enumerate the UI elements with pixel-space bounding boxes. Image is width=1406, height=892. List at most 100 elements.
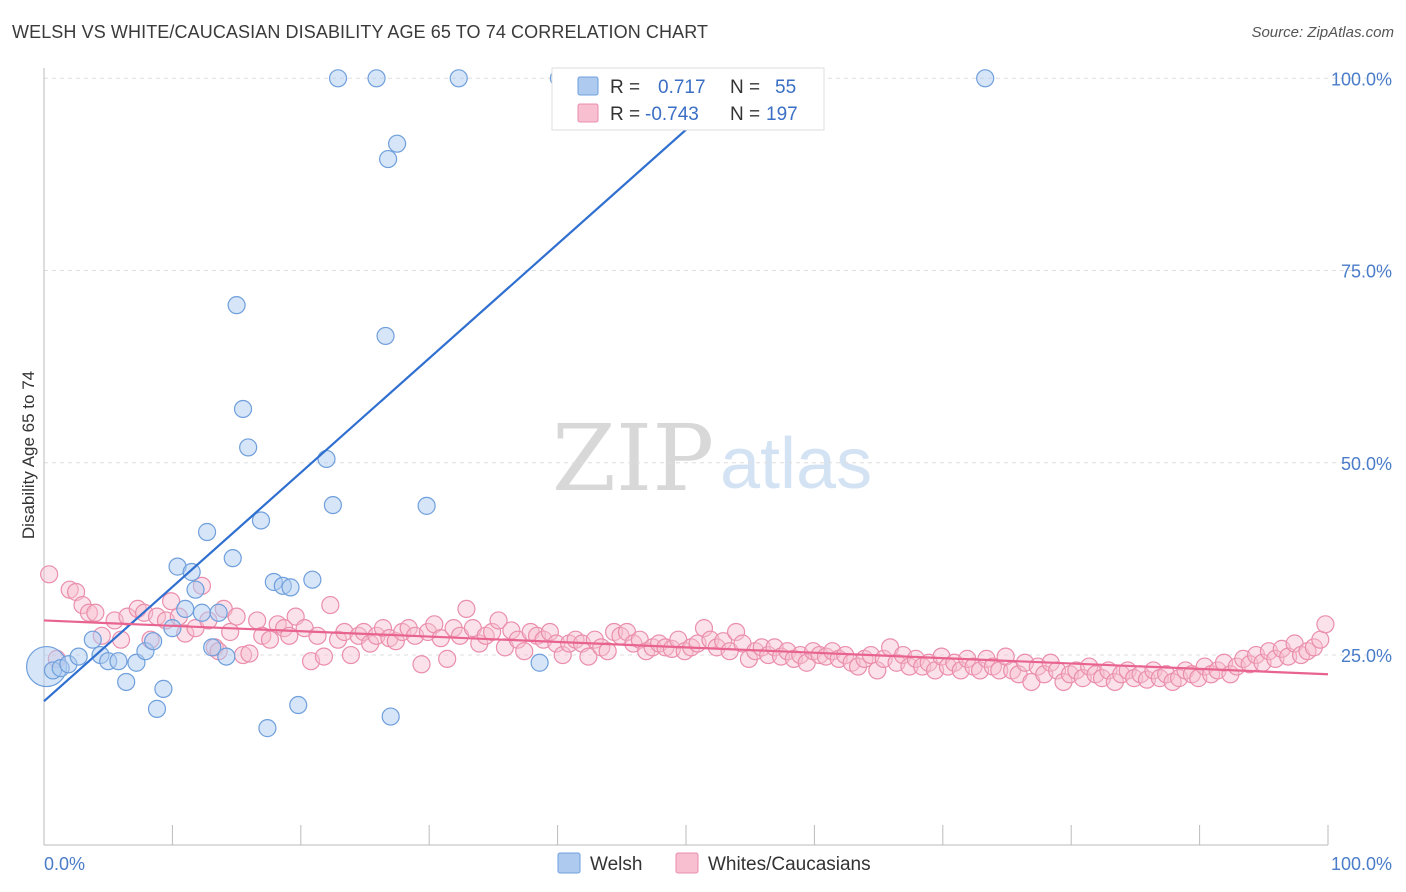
trend-line-whites	[43, 619, 1329, 676]
point-whites-38	[314, 647, 334, 666]
point-whites-60	[457, 599, 476, 619]
bottom-legend-swatch-welsh	[557, 852, 581, 874]
grid-lines	[44, 77, 1366, 656]
point-whites-73	[540, 622, 559, 642]
source-label: Source: ZipAtlas.com	[1251, 24, 1394, 41]
point-welsh-9	[117, 672, 136, 692]
point-welsh-28	[239, 438, 258, 457]
y-tick-label-0: 25.0%	[1341, 646, 1392, 666]
point-welsh-30	[258, 719, 277, 738]
point-welsh-5	[83, 630, 102, 649]
point-whites-194	[1316, 615, 1335, 634]
point-whites-102	[726, 622, 746, 642]
point-whites-37	[308, 626, 327, 645]
watermark-zip: ZIP	[552, 405, 714, 512]
point-welsh-14	[154, 679, 173, 698]
point-whites-47	[373, 619, 393, 638]
x-tick-label-1: 100.0%	[1331, 854, 1392, 874]
bottom-legend-label-whites: Whites/Caucasians	[708, 854, 871, 875]
point-whites-30	[260, 630, 280, 649]
point-welsh-25	[223, 549, 242, 568]
point-welsh-19	[186, 580, 205, 599]
legend-r-label-welsh: R =	[610, 77, 640, 98]
point-welsh-50	[976, 69, 995, 88]
y-axis-label: Disability Age 65 to 74	[19, 371, 38, 539]
x-tick-labels: 0.0% 100.0%	[44, 854, 1392, 874]
bottom-legend-swatch-whites	[675, 852, 699, 874]
point-welsh-29	[251, 511, 271, 530]
point-whites-25	[227, 607, 246, 626]
legend-n-value-whites: 197	[766, 104, 798, 125]
watermark-atlas: atlas	[720, 424, 872, 504]
point-welsh-4	[69, 647, 88, 666]
point-welsh-33	[281, 578, 300, 597]
point-whites-27	[240, 644, 259, 663]
point-welsh-43	[388, 134, 407, 153]
point-whites-49	[386, 632, 405, 651]
bottom-legend-label-welsh: Welsh	[590, 854, 642, 875]
point-welsh-45	[449, 69, 468, 88]
legend-n-value-welsh: 55	[775, 77, 796, 98]
point-welsh-18	[182, 562, 201, 582]
point-whites-0	[40, 565, 59, 584]
point-welsh-21	[197, 522, 217, 542]
point-whites-57	[438, 649, 457, 668]
legend-r-label-whites: R =	[610, 104, 640, 125]
point-welsh-12	[144, 632, 163, 651]
y-tick-label-2: 75.0%	[1341, 262, 1392, 282]
point-welsh-17	[176, 599, 195, 619]
point-welsh-38	[328, 69, 348, 88]
point-welsh-20	[192, 603, 212, 622]
point-whites-193	[1311, 630, 1330, 649]
chart-title: WELSH VS WHITE/CAUCASIAN DISABILITY AGE …	[12, 22, 709, 42]
y-tick-labels: 25.0% 50.0% 75.0% 100.0%	[1331, 69, 1392, 666]
point-welsh-36	[317, 449, 336, 469]
point-whites-15	[162, 592, 181, 611]
point-whites-24	[221, 622, 240, 642]
y-tick-label-1: 50.0%	[1341, 454, 1392, 474]
point-whites-79	[579, 647, 598, 666]
axes	[43, 68, 1329, 846]
point-whites-28	[248, 611, 267, 630]
legend-box: R = 0.717 N = 55 R = -0.743 N = 197	[551, 67, 825, 131]
y-tick-label-3: 100.0%	[1331, 69, 1392, 89]
point-welsh-34	[289, 695, 308, 715]
legend-swatch-whites	[577, 103, 599, 123]
point-welsh-24	[217, 647, 236, 666]
point-welsh-8	[109, 652, 128, 671]
point-whites-53	[412, 655, 431, 674]
legend-n-label-whites: N =	[730, 104, 760, 125]
point-whites-82	[598, 642, 617, 661]
point-welsh-46	[530, 653, 549, 672]
point-welsh-35	[303, 570, 322, 589]
point-welsh-23	[209, 603, 228, 622]
bottom-legend: Welsh Whites/Caucasians	[557, 852, 871, 875]
point-whites-64	[483, 622, 502, 642]
point-whites-5	[86, 603, 105, 622]
point-welsh-27	[233, 399, 253, 419]
point-welsh-37	[323, 495, 342, 515]
point-whites-39	[321, 595, 340, 615]
watermark: ZIP atlas	[552, 405, 872, 512]
legend-swatch-welsh	[577, 76, 599, 96]
point-welsh-42	[379, 149, 398, 169]
point-welsh-44	[417, 496, 436, 515]
point-welsh-40	[376, 326, 395, 346]
x-tick-label-0: 0.0%	[44, 854, 85, 874]
legend-n-label-welsh: N =	[730, 77, 760, 98]
legend-r-value-whites: -0.743	[645, 104, 699, 125]
point-welsh-39	[367, 69, 386, 88]
point-whites-65	[489, 611, 508, 630]
point-whites-97	[694, 619, 714, 638]
trend-lines	[43, 77, 1329, 703]
point-welsh-41	[381, 707, 400, 726]
point-whites-42	[341, 645, 360, 665]
point-welsh-26	[227, 296, 246, 315]
legend-r-value-welsh: 0.717	[658, 77, 706, 98]
series-welsh	[25, 69, 995, 738]
point-welsh-15	[163, 619, 182, 638]
point-welsh-22	[203, 638, 222, 657]
series-whites-caucasians	[40, 565, 1335, 692]
point-whites-75	[553, 645, 572, 665]
